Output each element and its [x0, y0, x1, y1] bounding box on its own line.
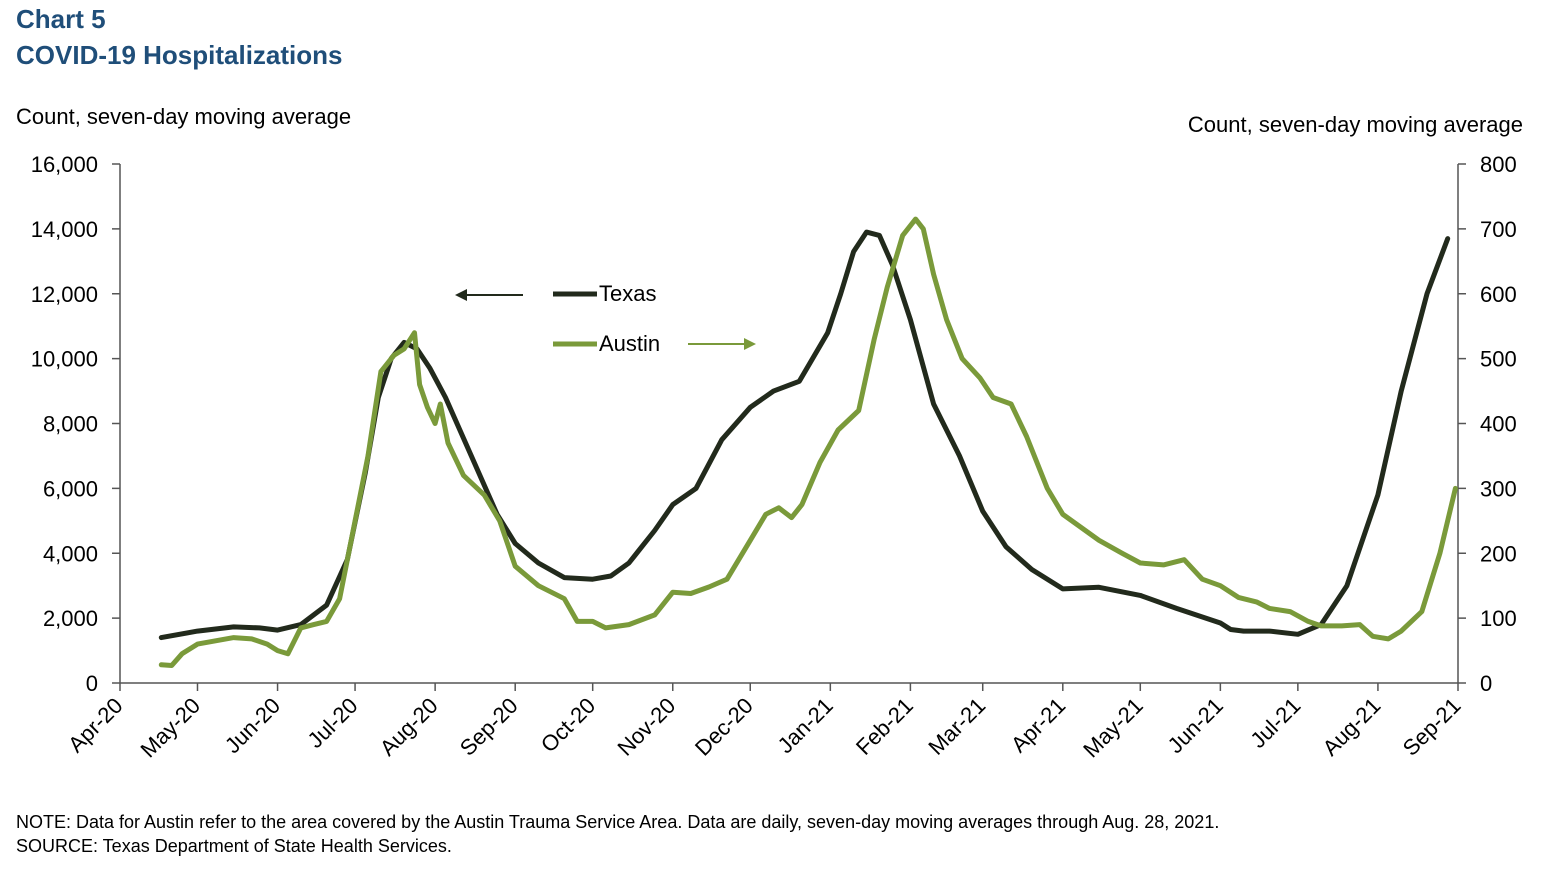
x-tick-label: Oct-20 — [536, 693, 600, 757]
left-tick-label: 0 — [86, 671, 98, 696]
footnote: NOTE: Data for Austin refer to the area … — [16, 812, 1220, 832]
x-tick-label: Aug-20 — [375, 693, 443, 761]
x-tick-label: Sep-21 — [1398, 693, 1466, 761]
chart-legend: Texas Austin — [455, 281, 756, 356]
chart-number: Chart 5 — [16, 4, 106, 34]
x-tick-label: Nov-20 — [612, 693, 680, 761]
x-tick-label: May-21 — [1078, 693, 1148, 763]
x-tick-label: Jan-21 — [773, 693, 838, 758]
x-tick-label: Mar-21 — [923, 693, 990, 760]
left-tick-label: 2,000 — [43, 606, 98, 631]
x-tick-label: May-20 — [135, 693, 205, 763]
legend-label-austin: Austin — [599, 331, 660, 356]
source-note: SOURCE: Texas Department of State Health… — [16, 836, 452, 856]
right-tick-label: 600 — [1480, 282, 1517, 307]
right-arrowhead-icon — [744, 338, 756, 350]
right-tick-label: 500 — [1480, 347, 1517, 372]
right-tick-label: 200 — [1480, 541, 1517, 566]
series-line-austin — [158, 216, 1458, 668]
series-line-texas — [158, 229, 1451, 641]
left-tick-label: 8,000 — [43, 412, 98, 437]
x-tick-label: Aug-21 — [1318, 693, 1386, 761]
x-tick-label: Apr-21 — [1006, 693, 1070, 757]
x-tick-label: Jun-21 — [1163, 693, 1228, 758]
right-tick-label: 800 — [1480, 152, 1517, 177]
right-tick-label: 400 — [1480, 412, 1517, 437]
left-axis-label: Count, seven-day moving average — [16, 104, 352, 129]
left-tick-label: 10,000 — [31, 347, 98, 372]
left-tick-label: 4,000 — [43, 541, 98, 566]
x-tick-label: Jul-20 — [303, 693, 363, 753]
right-tick-label: 100 — [1480, 606, 1517, 631]
left-arrowhead-icon — [455, 289, 467, 301]
chart-axes: 0 2,000 4,000 6,000 8,000 10,000 12,000 14,000 1… — [31, 152, 1517, 762]
right-tick-label: 300 — [1480, 476, 1517, 501]
x-tick-label: Sep-20 — [455, 693, 523, 761]
chart-series — [158, 216, 1458, 668]
right-tick-label: 0 — [1480, 671, 1492, 696]
left-tick-label: 6,000 — [43, 476, 98, 501]
chart-title: COVID-19 Hospitalizations — [16, 40, 343, 70]
x-tick-label: Feb-21 — [851, 693, 918, 760]
left-tick-label: 12,000 — [31, 282, 98, 307]
x-tick-label: Jun-20 — [220, 693, 285, 758]
right-axis-label: Count, seven-day moving average — [1187, 112, 1523, 137]
x-tick-label: Jul-21 — [1245, 693, 1305, 753]
right-tick-label: 700 — [1480, 217, 1517, 242]
x-tick-label: Dec-20 — [690, 693, 758, 761]
x-tick-label: Apr-20 — [63, 693, 127, 757]
left-tick-label: 14,000 — [31, 217, 98, 242]
legend-label-texas: Texas — [599, 281, 656, 306]
left-tick-label: 16,000 — [31, 152, 98, 177]
